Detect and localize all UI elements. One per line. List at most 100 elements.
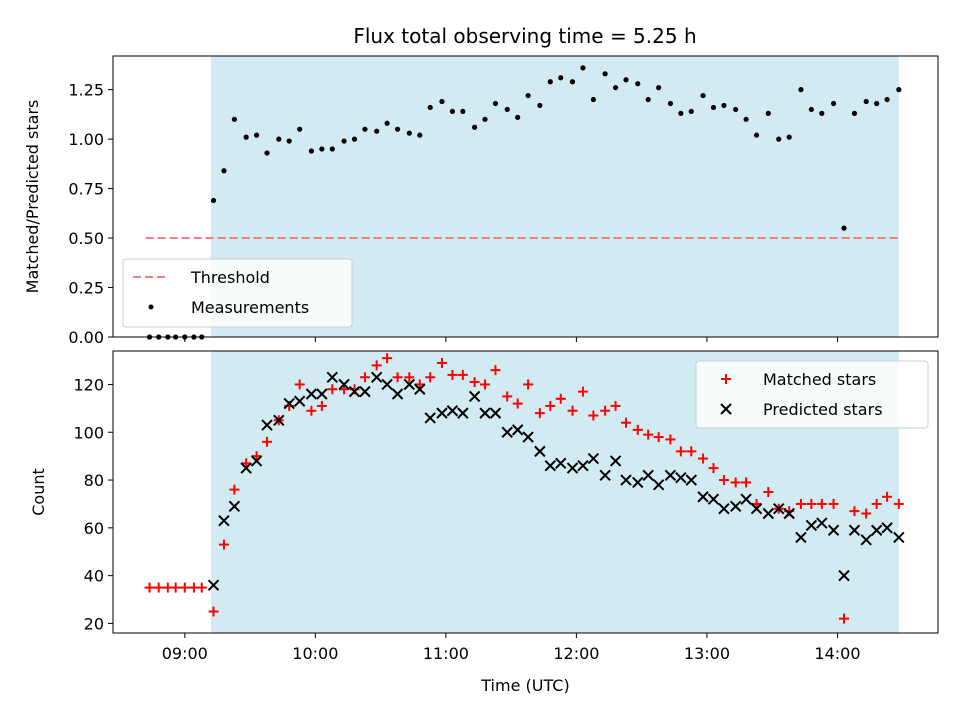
measurement-point [635,81,641,87]
matched-point [718,475,729,486]
predicted-point [218,514,230,527]
matched-point [316,400,327,411]
matched-point [893,498,904,509]
measurement-point [841,225,847,231]
measurement-point [688,108,694,115]
measurement-point [276,136,282,142]
measurement-point [710,104,717,111]
matched-point [600,405,611,416]
x-tick-label: 11:00 [423,644,469,663]
predicted-point [207,579,220,591]
measurement-point [537,102,543,109]
y-tick-label: 0.75 [68,180,104,199]
measurement-point [504,106,510,113]
measurement-point [341,138,347,144]
matched-point [610,400,621,411]
matched-point [241,458,252,469]
predicted-point [893,531,905,544]
matched-point [523,379,534,390]
predicted-point [838,569,850,582]
count-plot-area [144,353,905,624]
legend-measurements-label: Measurements [191,298,309,317]
measurement-point [286,138,292,144]
measurement-point [221,168,227,174]
measurement-point [819,110,825,116]
matched-point [327,384,338,395]
measurement-point [667,100,673,107]
matched-point [480,379,491,390]
predicted-point [577,460,589,472]
legend-x-marker [720,403,732,415]
predicted-point [729,500,742,513]
predicted-point [338,378,350,391]
measurement-point [264,150,270,156]
predicted-point [326,371,339,383]
predicted-point [685,474,697,486]
measurement-point [645,96,651,103]
measurement-point [427,104,433,111]
measurement-point [471,124,478,130]
measurement-point [623,77,629,83]
measurement-point [851,110,858,116]
predicted-point [501,426,513,438]
ratio-legend: Threshold Measurements [122,258,353,328]
matched-point [457,369,468,380]
measurement-point [362,126,368,132]
matched-point [665,434,676,445]
matched-point [795,498,806,509]
predicted-point [348,385,361,398]
predicted-point [436,407,448,419]
predicted-point [827,524,840,536]
legend-matched-swatch [721,374,731,384]
measurement-point [482,116,488,122]
measurement-point [449,108,455,115]
predicted-point [632,476,644,489]
count-panel: 20 40 60 80 100 120 09:00 10:00 11:00 12:00 13:00 1… [29,350,939,695]
predicted-point [750,503,763,515]
measurement-point [569,79,576,85]
matched-point [567,405,578,416]
measurement-point [492,100,499,107]
matched-point [251,451,262,462]
measurement-point [515,114,521,120]
y-tick-label: 120 [73,375,104,394]
matched-point [502,391,513,402]
matched-point [425,372,436,383]
measurement-point [308,148,315,154]
measurement-point [863,98,869,105]
matched-point [170,582,181,593]
predicted-point [305,388,318,400]
predicted-point [250,455,263,467]
legend-predicted-swatch [720,403,732,415]
predicted-point [642,469,654,481]
matched-point [469,377,480,388]
matched-point [849,506,860,517]
predicted-point [599,469,611,481]
matched-point [708,463,719,474]
matched-point [404,372,415,383]
measurement-point [384,120,390,126]
predicted-point [457,407,469,419]
matched-point [741,477,752,488]
predicted-point [805,519,818,532]
measurement-point [590,96,596,103]
matched-point [751,498,762,509]
measurement-point [776,136,782,142]
matched-point [339,384,350,395]
predicted-point [489,407,502,419]
predicted-point [414,383,426,395]
measurement-point [896,87,902,93]
matched-point [359,372,370,383]
matched-point [806,498,817,509]
x-tick-label: 10:00 [292,644,338,663]
predicted-point [381,378,393,391]
predicted-point [240,462,252,474]
measurement-point [460,108,466,115]
measurement-point [210,197,217,204]
matched-point [534,408,545,419]
predicted-point [762,507,775,520]
measurement-point [656,85,662,91]
measurement-point [678,110,684,116]
predicted-point [860,534,872,546]
legend-plus-marker [721,374,731,384]
